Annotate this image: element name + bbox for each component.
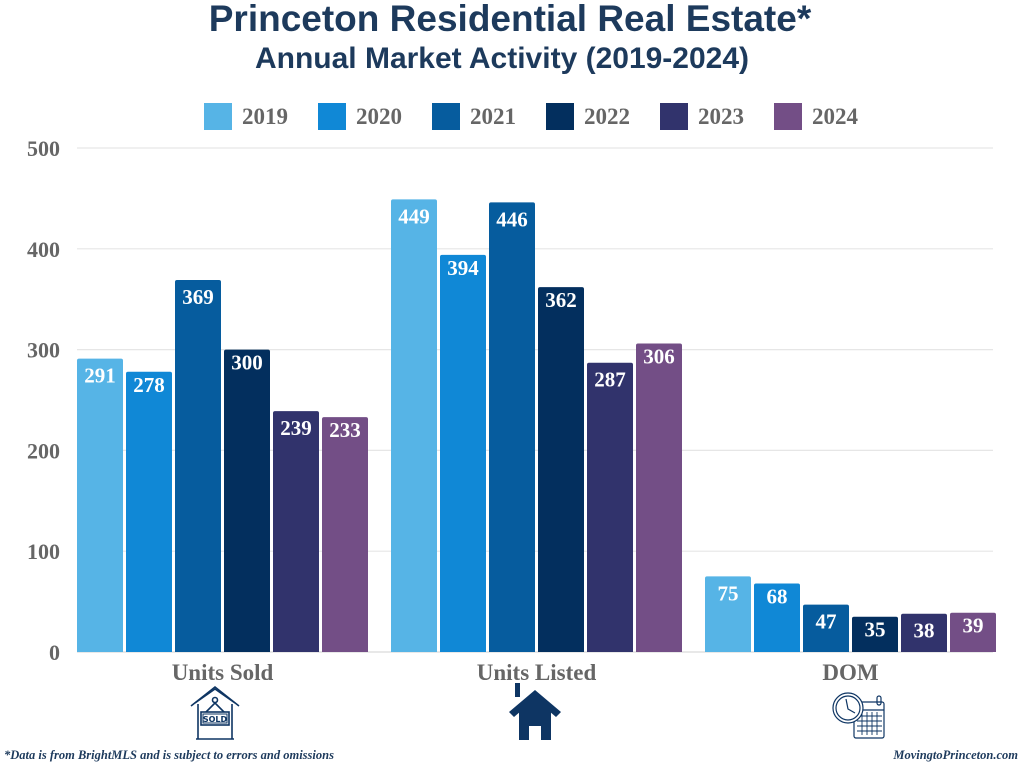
legend-swatch [546, 103, 574, 130]
bar-data-label: 362 [545, 288, 577, 312]
sold-sign-house-icon: SOLD [190, 685, 240, 740]
x-axis: Units Sold Units Listed DOM [172, 660, 879, 685]
bar [489, 202, 535, 652]
legend-item: 2021 [432, 103, 516, 130]
bar-data-label: 278 [133, 373, 165, 397]
clock-calendar-icon [832, 692, 885, 739]
legend-label: 2020 [356, 104, 402, 129]
bar [224, 349, 270, 652]
bar-data-label: 449 [398, 204, 430, 228]
category-label: Units Listed [477, 660, 597, 685]
bar [636, 343, 682, 652]
legend-item: 2022 [546, 103, 630, 130]
legend-label: 2021 [470, 104, 516, 129]
bar-data-label: 291 [84, 364, 116, 388]
bar [803, 604, 849, 652]
y-tick-label: 300 [27, 338, 60, 363]
legend-item: 2023 [660, 103, 744, 130]
bar [587, 362, 633, 652]
bar-data-label: 68 [767, 584, 788, 608]
legend-label: 2022 [584, 104, 630, 129]
bar-data-label: 39 [963, 614, 984, 638]
bar [852, 616, 898, 652]
bar [754, 583, 800, 652]
legend-item: 2019 [204, 103, 288, 130]
bar-data-label: 233 [329, 418, 361, 442]
y-tick-label: 100 [27, 539, 60, 564]
bar [391, 199, 437, 652]
legend-item: 2020 [318, 103, 402, 130]
bar [322, 417, 368, 652]
svg-text:SOLD: SOLD [203, 715, 228, 724]
legend-swatch [432, 103, 460, 130]
y-tick-label: 400 [27, 237, 60, 262]
y-tick-label: 0 [49, 640, 60, 665]
bar-data-label: 446 [496, 207, 528, 231]
legend: 2019 2020 2021 2022 2023 2024 [204, 103, 859, 130]
bar-data-label: 35 [865, 618, 886, 642]
bar-data-label: 47 [816, 610, 837, 634]
bar [705, 576, 751, 652]
bar-data-label: 300 [231, 351, 263, 375]
legend-swatch [660, 103, 688, 130]
bar-data-label: 306 [643, 345, 675, 369]
bar-data-label: 394 [447, 256, 479, 280]
bar [273, 411, 319, 652]
bar-data-label: 75 [718, 581, 739, 605]
legend-label: 2023 [698, 104, 744, 129]
bar [126, 371, 172, 652]
bar-data-label: 287 [594, 368, 626, 392]
bar [440, 254, 486, 652]
bar [175, 280, 221, 652]
footnote: *Data is from BrightMLS and is subject t… [4, 748, 334, 762]
category-label: Units Sold [172, 660, 274, 685]
y-tick-label: 500 [27, 136, 60, 161]
legend-swatch [318, 103, 346, 130]
legend-label: 2024 [812, 104, 859, 129]
bar-data-label: 369 [182, 285, 214, 309]
y-tick-label: 200 [27, 438, 60, 463]
category-label: DOM [822, 660, 879, 685]
bar [950, 612, 996, 652]
site-credit[interactable]: MovingtoPrinceton.com [893, 748, 1018, 762]
legend-label: 2019 [242, 104, 288, 129]
legend-swatch [204, 103, 232, 130]
y-axis: 0 100 200 300 400 500 [27, 136, 60, 665]
bar [538, 287, 584, 652]
legend-swatch [774, 103, 802, 130]
bars: 291 278 369 300 239 233 449 394 446 362 287 306 75 68… [77, 199, 996, 652]
bar-data-label: 239 [280, 416, 312, 440]
chart-title: Princeton Residential Real Estate* [208, 0, 812, 39]
bar [77, 358, 123, 652]
legend-item: 2024 [774, 103, 859, 130]
house-icon [509, 683, 561, 740]
chart-subtitle: Annual Market Activity (2019-2024) [254, 42, 750, 75]
bar [901, 613, 947, 652]
bar-data-label: 38 [914, 619, 935, 643]
